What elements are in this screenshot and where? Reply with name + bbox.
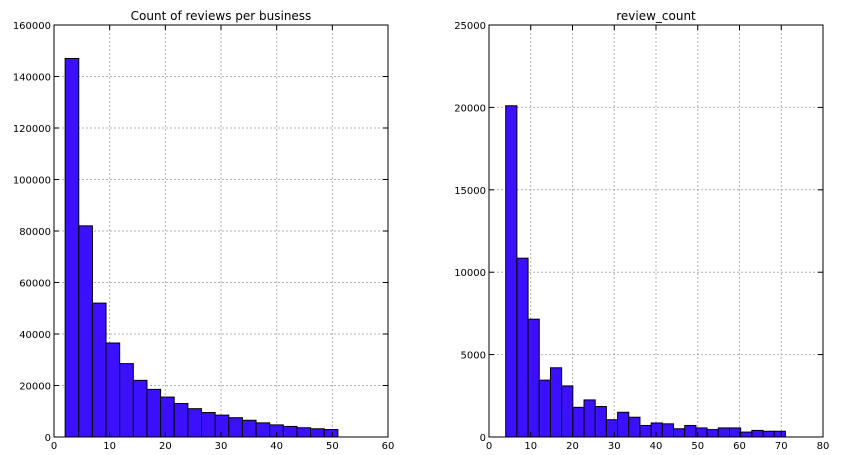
chart-count-of-reviews-per-business: Count of reviews per business 0 10 20 30 40 5… (13, 9, 395, 452)
y-tick-label: 40000 (19, 330, 51, 341)
histogram-bar (639, 424, 652, 438)
x-tick-label: 40 (650, 441, 663, 452)
histogram-bar (728, 427, 742, 438)
y-tick-label: 20000 (454, 103, 486, 114)
histogram-bar (594, 406, 607, 438)
histogram-bar (310, 428, 325, 438)
x-tick-label: 60 (733, 441, 746, 452)
histogram-bar (572, 406, 585, 438)
x-tick-label: 40 (270, 441, 283, 452)
y-tick-label: 0 (480, 433, 486, 444)
histogram-bar (527, 318, 540, 438)
y-tick-label: 100000 (13, 176, 51, 187)
histogram-bar (187, 408, 203, 438)
histogram-bar (773, 430, 786, 438)
histogram-bar (650, 422, 663, 438)
x-tick-label: 60 (382, 441, 395, 452)
histogram-bar (146, 388, 162, 438)
histogram-bar (740, 431, 753, 438)
histogram-bar (160, 396, 175, 438)
histogram-bar (173, 403, 189, 438)
x-tick-label: 50 (691, 441, 704, 452)
histogram-bar (628, 416, 641, 438)
y-tick-label: 20000 (19, 382, 51, 393)
y-tick-label: 10000 (454, 268, 486, 279)
x-tick-label: 10 (103, 441, 116, 452)
y-tick-label: 5000 (461, 351, 486, 362)
x-tick-label: 20 (159, 441, 172, 452)
histogram-bar (201, 412, 216, 438)
histogram-bar (505, 105, 518, 438)
y-tick-label: 160000 (13, 21, 51, 32)
histogram-bar (661, 423, 675, 438)
histogram-bar (561, 385, 574, 438)
histogram-bar (78, 225, 93, 438)
histogram-bar (717, 427, 730, 438)
histogram-bar (228, 417, 243, 438)
x-tick-label: 0 (51, 441, 57, 452)
histogram-bar (296, 427, 312, 438)
x-tick-label: 10 (524, 441, 537, 452)
y-tick-label: 140000 (13, 73, 51, 84)
chart-title: review_count (616, 9, 696, 23)
histogram-bar (132, 379, 148, 438)
histogram-bar (282, 425, 298, 438)
histogram-bar (241, 419, 257, 438)
histogram-bar (538, 379, 551, 438)
y-tick-label: 60000 (19, 279, 51, 290)
histogram-bar (684, 424, 697, 438)
y-tick-label: 15000 (454, 186, 486, 197)
y-tick-label: 80000 (19, 227, 51, 238)
x-tick-label: 50 (326, 441, 339, 452)
histogram-bar (255, 422, 271, 438)
y-tick-label: 25000 (454, 21, 486, 32)
histogram-bar (751, 429, 764, 438)
histogram-bar (214, 414, 230, 438)
histogram-bar (64, 57, 80, 438)
histogram-bar (706, 429, 719, 438)
histogram-bar (617, 411, 630, 438)
histogram-bar (91, 302, 107, 438)
histogram-bar (323, 429, 339, 438)
x-tick-label: 30 (215, 441, 228, 452)
histogram-bar (605, 419, 619, 438)
x-tick-label: 30 (608, 441, 621, 452)
chart-review-count: review_count 0 10 20 30 40 50 60 70 80 0 5000 10000… (454, 9, 829, 452)
histogram-bar (119, 363, 134, 438)
y-tick-label: 120000 (13, 124, 51, 135)
histogram-bar (105, 342, 121, 438)
histogram-bar (549, 367, 563, 438)
x-tick-label: 0 (486, 441, 492, 452)
y-tick-label: 0 (45, 433, 51, 444)
x-tick-label: 70 (775, 441, 788, 452)
x-tick-label: 20 (566, 441, 579, 452)
x-tick-label: 80 (817, 441, 830, 452)
chart-title: Count of reviews per business (131, 9, 312, 23)
histogram-bar (583, 399, 596, 438)
histogram-bar (762, 430, 775, 438)
histogram-bar (516, 257, 529, 438)
histogram-bar (673, 428, 686, 438)
